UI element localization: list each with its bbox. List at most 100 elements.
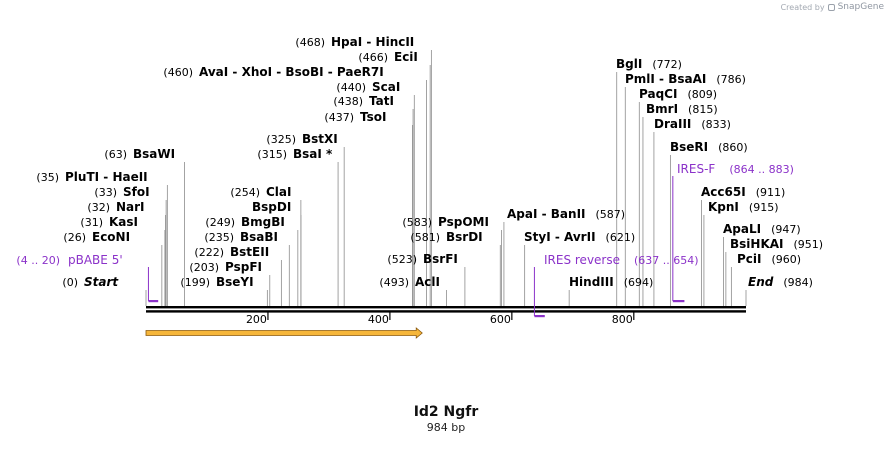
site-pspOMI[interactable]: PspOMI	[438, 215, 489, 229]
site-pos-ecoNI: (26)	[63, 231, 86, 244]
site-pos-paqCI: (809)	[687, 88, 717, 101]
site-labels: Start (0) EcoNI (26) KasI (31) NarI (32) SfoI (33…	[36, 35, 823, 289]
site-pos-bsaI: (315)	[257, 148, 287, 161]
dna-backbone	[146, 306, 746, 313]
site-bsiHKAI[interactable]: BsiHKAI	[730, 237, 784, 251]
site-narI[interactable]: NarI	[116, 200, 145, 214]
primer-pbabe5[interactable]: pBABE 5'	[68, 253, 123, 267]
site-paqCI[interactable]: PaqCI	[639, 87, 677, 101]
site-pos-bsrDI: (581)	[410, 231, 440, 244]
site-avaI[interactable]: AvaI - XhoI - BsoBI - PaeR7I	[199, 65, 384, 79]
site-apaLI[interactable]: ApaLI	[723, 222, 761, 236]
site-bsrFI[interactable]: BsrFI	[423, 252, 458, 266]
site-pluTI[interactable]: PluTI - HaeII	[65, 170, 148, 184]
tick-label: 600	[490, 313, 511, 326]
site-bsaWI[interactable]: BsaWI	[133, 147, 175, 161]
site-pos-scaI: (440)	[336, 81, 366, 94]
site-pos-avaI: (460)	[163, 66, 193, 79]
site-pos-tsoI: (437)	[324, 111, 354, 124]
site-pos-pspOMI: (583)	[402, 216, 432, 229]
site-pos-draIII: (833)	[701, 118, 731, 131]
site-hpaI[interactable]: HpaI - HincII	[331, 35, 414, 49]
site-hindIII[interactable]: HindIII	[569, 275, 614, 289]
site-apaI[interactable]: ApaI - BanII	[507, 207, 586, 221]
site-pos-bstXI: (325)	[266, 133, 296, 146]
site-kpnI[interactable]: KpnI	[708, 200, 739, 214]
site-bseYI[interactable]: BseYI	[216, 275, 254, 289]
site-pos-tatI: (438)	[333, 95, 363, 108]
site-pos-hindIII: (694)	[624, 276, 654, 289]
site-pos-hpaI: (468)	[295, 36, 325, 49]
site-pos-bsaBI: (235)	[204, 231, 234, 244]
site-bmrI[interactable]: BmrI	[646, 102, 678, 116]
site-pos-eciI: (466)	[358, 51, 388, 64]
site-end[interactable]: End	[748, 275, 774, 289]
site-kasI[interactable]: KasI	[109, 215, 138, 229]
site-ecoNI[interactable]: EcoNI	[92, 230, 130, 244]
primer-range-pbabe5: (4 .. 20)	[16, 254, 60, 267]
primer-range-iresRev: (637 .. 654)	[634, 254, 699, 267]
site-bspDI[interactable]: BspDI	[252, 200, 291, 214]
primer-iresRev[interactable]: IRES reverse	[544, 253, 620, 267]
site-eciI[interactable]: EciI	[394, 50, 418, 64]
backbone-top-strand	[146, 306, 746, 309]
site-tsoI[interactable]: TsoI	[360, 110, 386, 124]
site-pos-pspFI: (203)	[189, 261, 219, 274]
site-pos-kasI: (31)	[80, 216, 103, 229]
primer-bar-pbabe5	[148, 300, 159, 303]
site-pos-start: (0)	[62, 276, 78, 289]
credit-prefix: Created by	[780, 2, 825, 12]
backbone-bottom-strand	[146, 310, 746, 313]
primer-bar-iresF	[672, 300, 685, 303]
site-bsaBI[interactable]: BsaBI	[240, 230, 278, 244]
site-pos-aclI: (493)	[379, 276, 409, 289]
feature-arrow-orf[interactable]	[145, 327, 423, 339]
site-start[interactable]: Start	[84, 275, 119, 289]
site-bmgBI[interactable]: BmgBI	[241, 215, 285, 229]
site-bglI[interactable]: BglI	[616, 57, 642, 71]
site-claI[interactable]: ClaI	[266, 185, 291, 199]
map-title-block: Id2 Ngfr 984 bp	[0, 404, 892, 434]
site-bstEII[interactable]: BstEII	[230, 245, 269, 259]
site-pos-bstEII: (222)	[194, 246, 224, 259]
snapgene-credit: Created by SnapGene	[781, 2, 884, 12]
site-pos-bsiHKAI: (951)	[794, 238, 824, 251]
ruler-ticks: 200 400 600 800	[246, 312, 635, 326]
site-pos-bseYI: (199)	[180, 276, 210, 289]
site-pos-pmlI: (786)	[716, 73, 746, 86]
site-pos-end: (984)	[783, 276, 813, 289]
site-sfoI[interactable]: SfoI	[123, 185, 150, 199]
site-pciI[interactable]: PciI	[737, 252, 762, 266]
feature-arrow	[145, 327, 423, 339]
site-styI[interactable]: StyI - AvrII	[524, 230, 596, 244]
site-pos-bsrFI: (523)	[387, 253, 417, 266]
primer-annotations: pBABE 5' (4 .. 20) IRES reverse (637 .. 654…	[16, 162, 794, 318]
site-pos-bmrI: (815)	[688, 103, 718, 116]
site-pmlI[interactable]: PmlI - BsaAI	[625, 72, 706, 86]
site-pos-bmgBI: (249)	[205, 216, 235, 229]
primer-iresF[interactable]: IRES-F	[677, 162, 715, 176]
map-title: Id2 Ngfr	[413, 404, 479, 420]
callout-lines	[145, 50, 747, 306]
site-pos-acc65I: (911)	[756, 186, 786, 199]
snapgene-logo-icon	[827, 3, 835, 11]
site-bstXI[interactable]: BstXI	[302, 132, 338, 146]
tick-label: 800	[612, 313, 633, 326]
site-acc65I[interactable]: Acc65I	[701, 185, 746, 199]
site-pos-narI: (32)	[87, 201, 110, 214]
site-bsrDI[interactable]: BsrDI	[446, 230, 483, 244]
site-pos-claI: (254)	[230, 186, 260, 199]
site-scaI[interactable]: ScaI	[372, 80, 400, 94]
site-draIII[interactable]: DraIII	[654, 117, 691, 131]
site-pos-kpnI: (915)	[749, 201, 779, 214]
site-pos-apaI: (587)	[596, 208, 626, 221]
tick-label: 400	[368, 313, 389, 326]
site-pos-bsaWI: (63)	[104, 148, 127, 161]
site-aclI[interactable]: AclI	[415, 275, 440, 289]
site-bseRI[interactable]: BseRI	[670, 140, 708, 154]
site-pos-bglI: (772)	[652, 58, 682, 71]
site-tatI[interactable]: TatI	[369, 94, 394, 108]
site-pspFI[interactable]: PspFI	[225, 260, 262, 274]
site-bsaI[interactable]: BsaI *	[293, 147, 333, 161]
